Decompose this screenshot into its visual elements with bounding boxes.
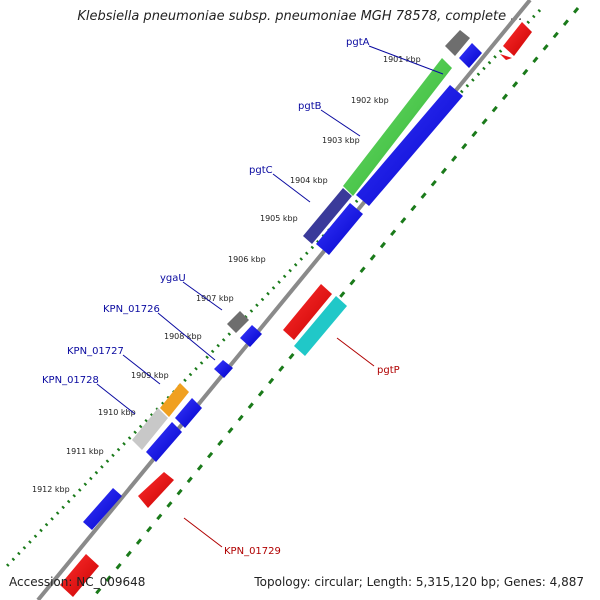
genome-backbone [36,0,532,600]
tick-label: 1908 kbp [164,332,202,341]
KPN_01726-leader [157,312,216,361]
tick-label: 1906 kbp [228,255,266,264]
pgtB-leader [320,109,361,137]
tick-label: 1910 kbp [98,408,136,417]
KPN_01729-cds [138,472,174,508]
tick-label: 1911 kbp [66,447,104,456]
KPN_01727-leader [122,354,161,385]
tick-label: 1903 kbp [322,136,360,145]
gene-label-pgtC: pgtC [249,165,273,176]
KPN_01726-cds [214,360,233,378]
tick-label: 1907 kbp [196,294,234,303]
KPN_01727-cds [175,398,202,428]
pgtP-cds [294,296,347,356]
map-title: Klebsiella pneumoniae subsp. pneumoniae … [77,9,523,24]
ygaU-leader [182,281,223,311]
pgtA-leader [368,45,444,75]
pgtB-feature [343,58,452,196]
top-right-cds-head [500,54,512,60]
pgtA-feature [445,30,470,56]
pgtP-leader [336,337,375,367]
bottom-left-cds [60,554,99,597]
gene-labels: pgtA pgtB pgtC ygaU KPN_01726 KPN_01727 … [42,37,444,557]
KPN_01729-fwd-cds [83,488,122,530]
tick-label: 1912 kbp [32,485,70,494]
top-right-cds [503,22,532,56]
pgtB-cds [356,85,463,206]
gene-label-KPN_01728: KPN_01728 [42,375,99,386]
gene-label-ygaU: ygaU [160,273,186,284]
accession-label: Accession: NC_009648 [9,575,146,589]
tick-label: 1904 kbp [290,176,328,185]
gene-label-pgtB: pgtB [298,101,322,112]
feature-color-track [132,30,470,450]
KPN_01727-feature [160,383,189,417]
pgtP-red-cds [283,284,332,340]
gene-label-KPN_01729: KPN_01729 [224,546,281,557]
tick-label: 1902 kbp [351,96,389,105]
gene-label-KPN_01727: KPN_01727 [67,346,124,357]
forward-cds-track [83,43,482,530]
KPN_01729-leader [183,517,223,548]
KPN_01728-leader [96,383,136,415]
tick-label: 1901 kbp [383,55,421,64]
ruler: 1901 kbp 1902 kbp 1903 kbp 1904 kbp 1905… [32,55,421,494]
gene-label-KPN_01726: KPN_01726 [103,304,160,315]
pgtC-leader [272,173,311,203]
genome-summary: Topology: circular; Length: 5,315,120 bp… [254,575,584,589]
pgtA-cds [459,43,482,68]
tick-label: 1905 kbp [260,214,298,223]
ygaU-cds [240,325,262,347]
gene-label-pgtA: pgtA [346,37,370,48]
gene-label-pgtP: pgtP [377,365,400,376]
pgtC-feature [303,188,352,244]
pgtC-cds [316,203,363,255]
reverse-cds-track [60,22,532,597]
KPN_01728-feature [132,408,168,450]
ygaU-feature [227,311,249,333]
KPN_01728-cds [146,422,182,462]
